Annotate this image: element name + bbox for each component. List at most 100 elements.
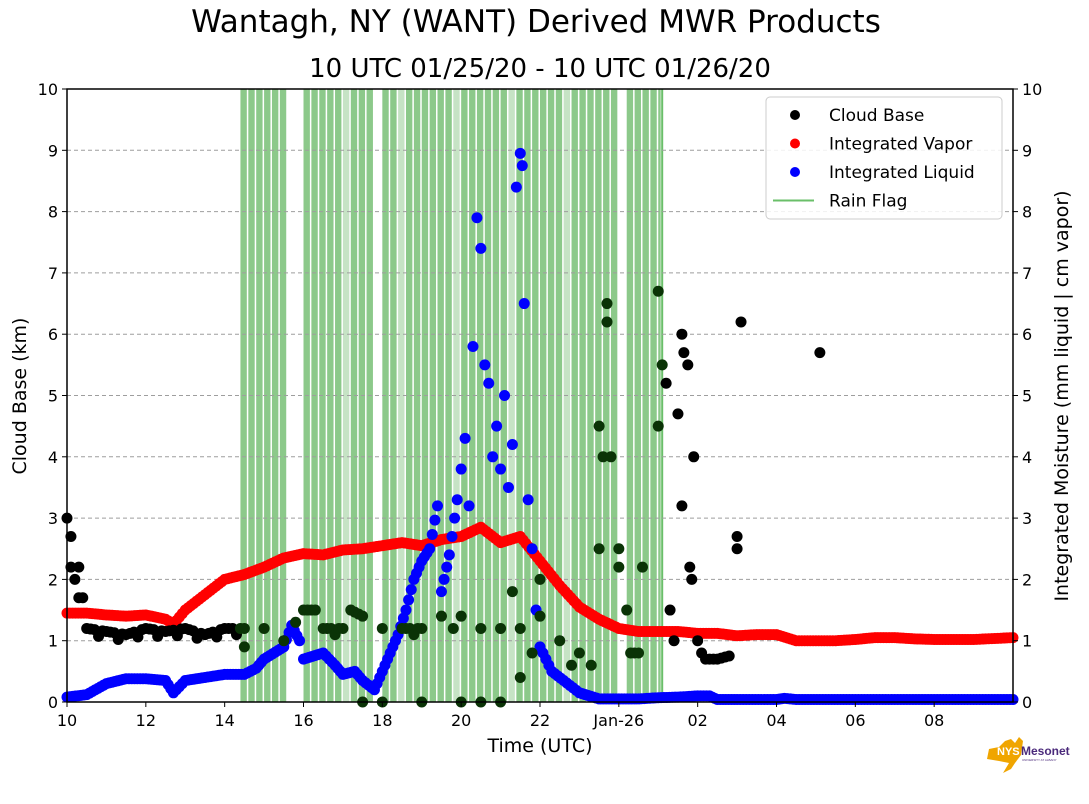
data-point	[376, 622, 388, 634]
x-tick-label: 16	[293, 711, 313, 730]
data-point	[502, 481, 514, 493]
data-point	[652, 285, 664, 297]
data-point	[723, 650, 735, 662]
series-integrated-vapor	[61, 521, 1019, 647]
data-point	[506, 586, 518, 598]
rain-flag-stripe	[350, 89, 358, 702]
data-point	[534, 573, 546, 585]
y-tick-label-left: 0	[48, 693, 58, 712]
data-point	[495, 463, 507, 475]
data-point	[483, 377, 495, 389]
data-point	[613, 561, 625, 573]
data-point	[652, 420, 664, 432]
y-tick-label-right: 3	[1022, 509, 1032, 528]
data-point	[814, 347, 826, 359]
nys-mesonet-logo: NYS Mesonet UNIVERSITY AT ALBANY	[985, 735, 1077, 775]
data-point	[459, 432, 471, 444]
data-point	[585, 659, 597, 671]
x-tick-label: 10	[57, 711, 77, 730]
x-tick-label: 06	[845, 711, 865, 730]
data-point	[435, 610, 447, 622]
legend-label: Cloud Base	[829, 106, 924, 126]
data-point	[526, 647, 538, 659]
data-point	[678, 347, 690, 359]
data-point	[735, 316, 747, 328]
data-point	[294, 635, 306, 647]
data-point	[534, 610, 546, 622]
x-tick-label: 18	[372, 711, 392, 730]
rain-flag-stripe	[579, 89, 586, 702]
data-point	[566, 659, 578, 671]
y-tick-label-right: 9	[1022, 141, 1032, 160]
rain-flag-stripe	[650, 89, 657, 702]
y-tick-label-left: 1	[48, 632, 58, 651]
data-point	[309, 604, 321, 616]
y-tick-label-left: 7	[48, 264, 58, 283]
x-tick-label: 02	[687, 711, 707, 730]
data-point	[593, 420, 605, 432]
rain-flag-stripe	[642, 89, 649, 702]
data-point	[514, 671, 526, 683]
rain-flag-stripe	[532, 89, 539, 702]
data-point	[676, 500, 688, 512]
y-tick-label-left: 9	[48, 141, 58, 160]
x-tick-label: 20	[451, 711, 471, 730]
data-point	[514, 622, 526, 634]
data-point	[601, 316, 613, 328]
y-tick-label-left: 2	[48, 570, 58, 589]
data-point	[499, 390, 511, 401]
data-point	[426, 528, 438, 540]
data-point	[479, 359, 491, 371]
legend-box	[765, 96, 1003, 220]
data-point	[676, 328, 688, 340]
data-point	[467, 340, 479, 352]
data-point	[688, 451, 700, 463]
x-tick-label: 08	[924, 711, 944, 730]
y-tick-label-right: 10	[1022, 80, 1042, 99]
data-point	[475, 242, 487, 254]
data-point	[672, 408, 684, 420]
rain-flag-stripe	[335, 89, 342, 702]
y-tick-label-left: 4	[48, 448, 58, 467]
data-point	[290, 616, 302, 628]
data-point	[424, 543, 436, 555]
data-point	[731, 543, 743, 555]
y-tick-label-right: 7	[1022, 264, 1032, 283]
data-point	[278, 635, 290, 647]
data-point	[554, 635, 566, 647]
chart-title: Wantagh, NY (WANT) Derived MWR Products	[191, 4, 881, 40]
rain-flag-stripe	[327, 89, 334, 702]
data-point	[446, 530, 458, 542]
x-tick-label: 12	[136, 711, 156, 730]
data-point	[416, 622, 428, 634]
data-point	[405, 584, 417, 596]
rain-flag-stripe	[453, 89, 460, 702]
chart-subtitle: 10 UTC 01/25/20 - 10 UTC 01/26/20	[309, 54, 771, 84]
data-point	[487, 451, 499, 463]
rain-flag-stripe	[264, 89, 271, 702]
y-tick-label-left: 10	[38, 80, 58, 99]
data-point	[633, 647, 645, 659]
logo-mesonet-text: Mesonet	[1021, 744, 1070, 758]
data-point	[621, 604, 633, 616]
data-point	[455, 610, 467, 622]
data-point	[443, 549, 455, 561]
y-tick-label-right: 5	[1022, 387, 1032, 406]
rain-flag-stripe	[587, 89, 594, 702]
x-tick-label: Jan-26	[592, 711, 644, 730]
y-tick-label-right: 2	[1022, 570, 1032, 589]
data-point	[491, 420, 503, 432]
rain-flag-stripe	[271, 89, 279, 702]
data-point	[447, 622, 459, 634]
rain-flag-stripe	[658, 89, 661, 702]
data-point	[684, 561, 696, 573]
logo-subtext: UNIVERSITY AT ALBANY	[1022, 758, 1057, 762]
x-tick-label: 04	[766, 711, 786, 730]
y-tick-label-right: 6	[1022, 325, 1032, 344]
data-point	[258, 622, 270, 634]
data-point	[403, 594, 415, 606]
rain-flag-stripe	[342, 89, 350, 702]
data-point	[516, 160, 528, 172]
